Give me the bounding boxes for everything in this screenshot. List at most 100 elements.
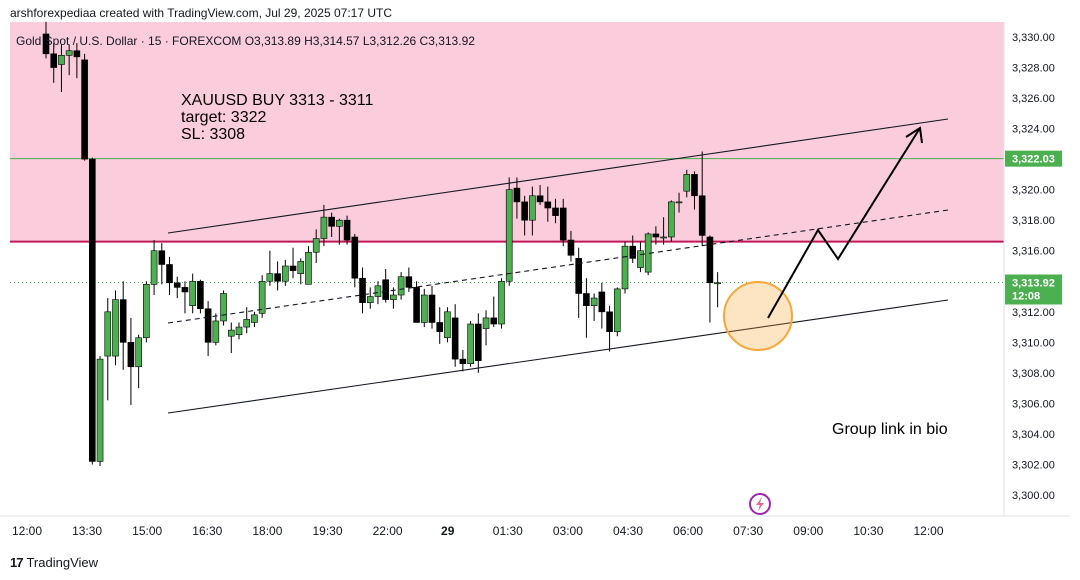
- price-tick-label: 3,304.00: [1012, 429, 1055, 441]
- channel-lower: [167, 299, 949, 414]
- candle: [575, 247, 582, 318]
- svg-text:3,313.92: 3,313.92: [1012, 277, 1055, 289]
- candle: [613, 287, 621, 337]
- candle: [119, 281, 127, 370]
- candle: [397, 272, 405, 300]
- time-tick-label: 13:30: [72, 524, 102, 538]
- candle: [204, 301, 212, 357]
- candle: [621, 241, 629, 294]
- candle: [96, 356, 104, 466]
- candle: [490, 296, 498, 328]
- current-price-label: 3,313.92 12:08: [1005, 274, 1062, 305]
- candle: [166, 256, 173, 296]
- price-tick-label: 3,302.00: [1012, 459, 1055, 471]
- candle: [698, 151, 706, 247]
- candle: [158, 243, 166, 285]
- candle: [212, 313, 220, 346]
- target-price-label: 3,322.03: [1005, 150, 1062, 167]
- candle: [683, 169, 691, 198]
- price-tick-label: 3,308.00: [1012, 368, 1055, 380]
- candle: [675, 192, 683, 213]
- candle: [475, 313, 482, 373]
- candle: [598, 282, 606, 329]
- candle: [112, 290, 119, 366]
- candle: [50, 43, 58, 83]
- candle: [274, 261, 281, 291]
- svg-text:12:08: 12:08: [1012, 290, 1040, 302]
- time-tick-label: 12:00: [12, 524, 42, 538]
- candle: [521, 195, 528, 236]
- candle: [73, 43, 81, 79]
- candle: [428, 285, 436, 329]
- channel-upper: [167, 118, 949, 234]
- projection-path: [767, 127, 921, 319]
- candles: [42, 21, 721, 466]
- candle: [459, 349, 467, 372]
- tradingview-logo-icon: 17: [10, 555, 24, 570]
- candle: [266, 250, 274, 286]
- candle: [567, 230, 575, 262]
- price-tick-label: 3,330.00: [1012, 32, 1055, 44]
- candle: [351, 233, 359, 288]
- price-tick-label: 3,310.00: [1012, 337, 1055, 349]
- candle: [629, 235, 637, 263]
- chart-header: arshforexpediaa created with TradingView…: [10, 6, 392, 20]
- candle: [467, 320, 474, 367]
- candle: [668, 200, 675, 242]
- candle: [366, 287, 374, 309]
- candle: [258, 275, 266, 318]
- candle: [81, 53, 88, 161]
- candle: [89, 157, 96, 465]
- candle: [590, 293, 598, 321]
- price-axis: 3,330.003,328.003,326.003,324.003,322.00…: [1012, 32, 1055, 502]
- group-link-text: Group link in bio: [832, 421, 948, 438]
- candle: [289, 247, 297, 279]
- price-tick-label: 3,306.00: [1012, 398, 1055, 410]
- candle: [235, 322, 243, 340]
- candle: [714, 272, 721, 308]
- candle: [536, 185, 544, 205]
- annotation-line-3: SL: 3308: [181, 126, 245, 143]
- annotation-line-2: target: 3322: [181, 109, 267, 126]
- candle: [104, 298, 112, 401]
- candle: [637, 241, 644, 273]
- candle: [297, 258, 305, 285]
- candle: [482, 310, 490, 346]
- candle: [706, 235, 714, 323]
- time-axis: 12:00 13:30 15:00 16:30 18:00 19:30 22:00 29 01:…: [12, 524, 944, 538]
- candle: [336, 218, 343, 245]
- candle: [343, 215, 351, 245]
- candle: [251, 311, 258, 328]
- candle: [513, 177, 521, 219]
- candle: [444, 307, 451, 343]
- time-tick-label: 03:00: [553, 524, 583, 538]
- price-tick-label: 3,328.00: [1012, 63, 1055, 75]
- candle: [544, 186, 552, 222]
- symbol-info: Gold Spot / U.S. Dollar · 15 · FOREXCOM …: [16, 34, 475, 48]
- candle: [413, 281, 420, 323]
- time-tick-label: 10:30: [853, 524, 883, 538]
- candle: [420, 288, 428, 328]
- time-tick-label: 18:00: [252, 524, 282, 538]
- candle: [189, 273, 196, 314]
- time-tick-label: 06:00: [673, 524, 703, 538]
- time-tick-label: 16:30: [192, 524, 222, 538]
- candle: [660, 217, 667, 245]
- candle: [65, 44, 73, 76]
- annotation-line-1: XAUUSD BUY 3313 - 3311: [181, 92, 374, 109]
- candle: [143, 281, 150, 343]
- candle: [305, 246, 312, 285]
- candle: [58, 44, 65, 92]
- price-tick-label: 3,326.00: [1012, 93, 1055, 105]
- candle: [359, 267, 366, 314]
- time-tick-label: 12:00: [913, 524, 943, 538]
- projection-arrowhead: [905, 126, 923, 144]
- candle: [691, 171, 698, 210]
- candle: [243, 307, 251, 334]
- time-tick-label: 29: [441, 524, 455, 538]
- lightning-icon[interactable]: [749, 493, 771, 515]
- price-tick-label: 3,312.00: [1012, 307, 1055, 319]
- candle: [181, 281, 189, 314]
- time-tick-label: 22:00: [373, 524, 403, 538]
